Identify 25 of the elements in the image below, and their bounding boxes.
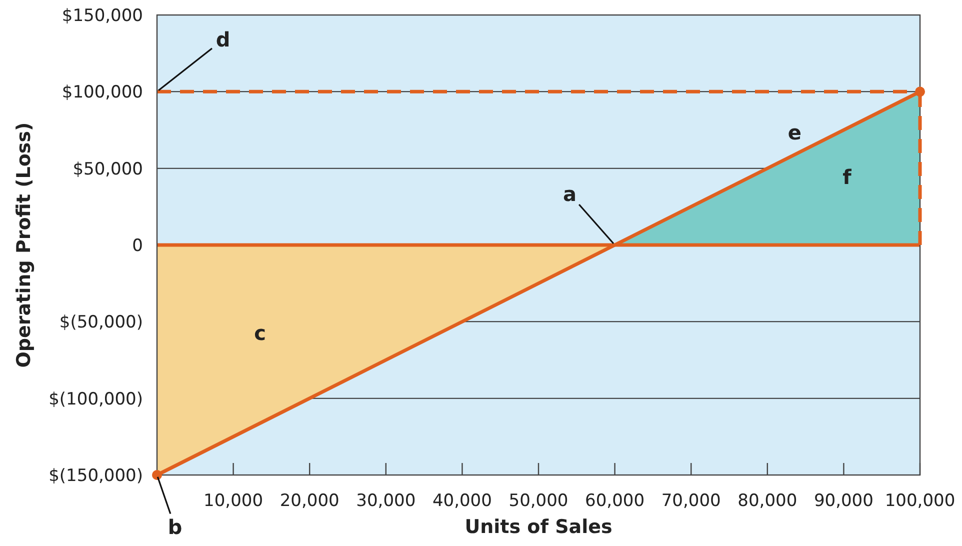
x-tick-label: 60,000 xyxy=(585,491,645,511)
y-tick-label: $100,000 xyxy=(62,82,143,103)
x-tick-label: 10,000 xyxy=(204,491,264,511)
y-axis-title: Operating Profit (Loss) xyxy=(13,122,35,368)
x-tick-label: 50,000 xyxy=(508,491,568,511)
x-tick-label: 90,000 xyxy=(814,491,874,511)
x-tick-label: 80,000 xyxy=(738,491,798,511)
annotation: d xyxy=(216,28,230,52)
x-tick-label: 30,000 xyxy=(356,491,416,511)
y-tick-label: $50,000 xyxy=(72,159,143,180)
annotation: c xyxy=(254,321,266,345)
annotation: b xyxy=(168,515,182,539)
x-tick-label: 100,000 xyxy=(884,491,956,511)
y-tick-label: $(100,000) xyxy=(48,389,143,410)
x-tick-label: 40,000 xyxy=(432,491,492,511)
y-tick-label: 0 xyxy=(132,236,143,256)
annotation: f xyxy=(842,165,852,189)
y-tick-label: $(150,000) xyxy=(48,466,143,486)
annotation: a xyxy=(563,182,577,206)
x-axis-title: Units of Sales xyxy=(464,516,612,538)
x-tick-label: 70,000 xyxy=(661,491,721,511)
annotation: e xyxy=(788,120,802,145)
y-tick-label: $150,000 xyxy=(62,6,143,26)
y-tick-label: $(50,000) xyxy=(59,312,143,333)
x-tick-label: 20,000 xyxy=(280,491,340,511)
